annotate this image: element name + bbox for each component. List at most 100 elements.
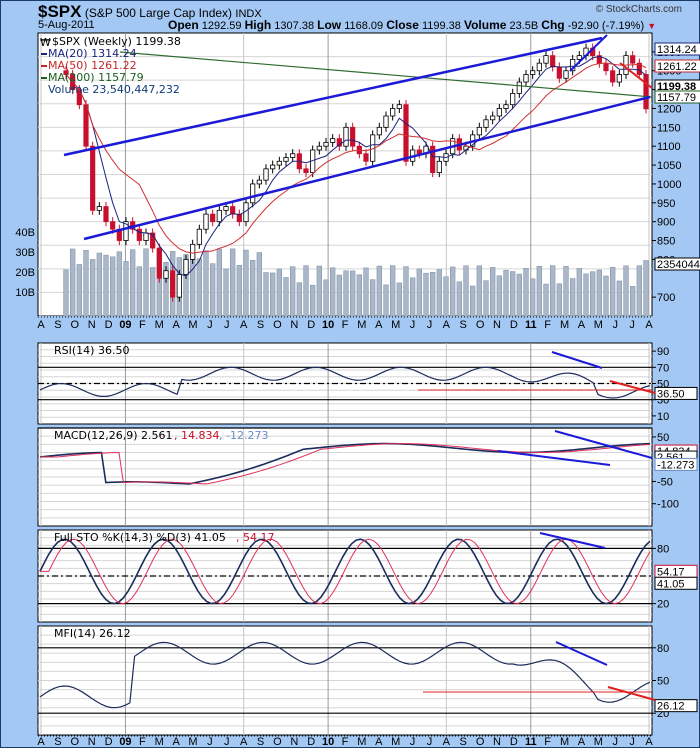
month-label: A (172, 736, 180, 748)
price-tick: 1200 (657, 103, 681, 115)
price-badge: 1199.38 (657, 81, 696, 93)
sto-badge: 54.17 (657, 566, 685, 578)
price-badge: 1314.24 (657, 44, 697, 56)
chart-date: 5-Aug-2011 (38, 19, 95, 31)
macd-title: , 14.834 (174, 429, 219, 442)
month-label: F (342, 736, 349, 748)
month-label: 09 (119, 319, 131, 331)
month-label: M (391, 319, 400, 331)
legend-item: MA(200) 1157.79 (48, 71, 144, 84)
down-triangle-icon: ▼ (647, 21, 657, 31)
month-label: F (342, 319, 349, 331)
month-label: S (54, 736, 61, 748)
month-label: O (273, 736, 282, 748)
mfi-title: MFI(14) 26.12 (54, 627, 131, 640)
high-value: 1307.38 (274, 20, 315, 32)
price-tick: 1150 (657, 122, 681, 134)
month-label: N (88, 319, 96, 331)
ma200-line (119, 51, 653, 98)
channel-upper-line (63, 36, 603, 157)
volume-label: Volume (463, 18, 507, 32)
channel-lower-line (83, 95, 651, 241)
month-label: A (240, 319, 248, 331)
month-label: J (410, 736, 416, 748)
chg-label: Chg (541, 18, 565, 32)
month-label: N (493, 736, 501, 748)
month-label: A (645, 736, 653, 748)
macd-tick: 50 (657, 432, 669, 444)
low-label: Low (317, 18, 342, 32)
month-label: S (460, 319, 467, 331)
candle-icon: ₩ (40, 36, 51, 49)
month-label: O (70, 736, 79, 748)
month-label: J (207, 736, 213, 748)
sto-title: Full STO %K(14,3) %D(3) 41.05 (54, 531, 226, 544)
low-value: 1168.09 (344, 20, 384, 32)
month-label: J (410, 319, 416, 331)
rsi-title: RSI(14) 36.50 (54, 344, 129, 357)
price-badge: 2354044 (657, 259, 700, 271)
chart-title: $SPX (S&P 500 Large Cap Index) INDX (38, 2, 262, 22)
month-label: M (391, 736, 400, 748)
month-label: J (207, 319, 213, 331)
month-label: M (357, 736, 366, 748)
month-label: O (476, 319, 485, 331)
month-label: 10 (322, 319, 334, 331)
month-label: A (37, 319, 45, 331)
month-label: J (612, 736, 618, 748)
month-label: J (612, 319, 618, 331)
month-label: N (493, 319, 501, 331)
month-label: S (257, 319, 264, 331)
month-label: F (544, 736, 551, 748)
month-label: M (188, 736, 197, 748)
symbol: $SPX (38, 2, 82, 21)
exchange: INDX (235, 8, 262, 20)
month-label: M (594, 736, 603, 748)
month-label: D (105, 736, 113, 748)
red-trendline (619, 62, 653, 89)
month-label: M (155, 319, 164, 331)
ma20-line (65, 55, 647, 277)
month-label: D (105, 319, 113, 331)
legend-item: MA(20) 1314.24 (48, 47, 137, 60)
month-label: D (307, 319, 315, 331)
price-tick: 900 (657, 217, 675, 229)
month-label: S (460, 736, 467, 748)
price-tick: 1000 (657, 179, 681, 191)
month-label: J (629, 736, 635, 748)
month-label: J (629, 319, 635, 331)
month-label: M (560, 319, 569, 331)
sto-badge: 41.05 (657, 578, 685, 590)
rsi-tick: 70 (657, 362, 669, 374)
macd-badge: -12.273 (657, 459, 694, 471)
legend-item: $SPX (Weekly) 1199.38 (52, 35, 181, 48)
volume-tick: 20B (15, 267, 35, 279)
close-value: 1199.38 (421, 20, 461, 32)
volume-tick: 40B (15, 227, 35, 239)
month-label: J (224, 319, 230, 331)
month-label: S (257, 736, 264, 748)
copyright[interactable]: © StockCharts.com (595, 4, 682, 15)
month-label: F (139, 319, 146, 331)
price-tick: 1050 (657, 160, 681, 172)
month-label: 11 (525, 736, 537, 748)
month-label: A (578, 319, 586, 331)
trendline-short (569, 34, 608, 72)
month-label: 11 (525, 319, 537, 331)
price-tick: 950 (657, 198, 675, 210)
month-label: O (273, 319, 282, 331)
month-label: A (443, 736, 451, 748)
macd-title: , -12.273 (219, 429, 268, 442)
price-tick: 1100 (657, 141, 681, 153)
month-label: D (510, 736, 518, 748)
month-label: M (357, 319, 366, 331)
macd-tick: -100 (657, 499, 679, 511)
month-label: M (188, 319, 197, 331)
quote-stats: Open 1292.59 High 1307.38 Low 1168.09 Cl… (168, 18, 656, 32)
symbol-name: (S&P 500 Large Cap Index) (84, 6, 233, 20)
volume-tick: 30B (15, 247, 35, 259)
price-tick: 850 (657, 236, 675, 248)
month-label: N (290, 736, 298, 748)
month-label: M (560, 736, 569, 748)
